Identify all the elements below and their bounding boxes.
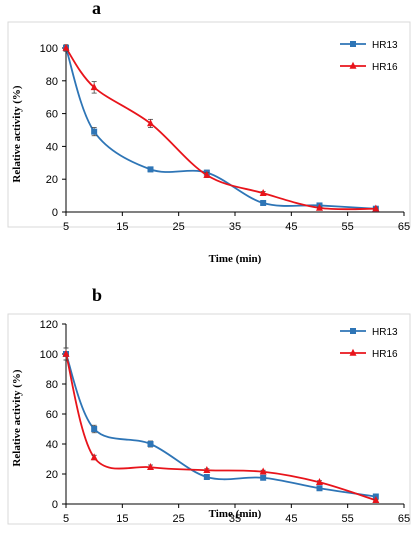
y-tick-label: 60 bbox=[46, 109, 58, 121]
legend-marker bbox=[350, 41, 356, 47]
x-tick-label: 15 bbox=[116, 513, 128, 525]
legend-marker bbox=[350, 328, 356, 334]
y-tick-label: 80 bbox=[46, 76, 58, 88]
chart-a-legend: HR13 HR16 bbox=[340, 40, 398, 73]
y-tick-label: 0 bbox=[52, 499, 58, 511]
data-point-hr16 bbox=[316, 478, 323, 486]
x-tick-label: 35 bbox=[229, 513, 241, 525]
y-tick-label: 20 bbox=[46, 174, 58, 186]
data-point-hr16 bbox=[259, 467, 267, 475]
y-tick-label: 40 bbox=[46, 439, 58, 451]
legend-label-hr16: HR16 bbox=[372, 62, 398, 73]
legend-item-hr16: HR16 bbox=[340, 61, 398, 73]
data-point-hr16 bbox=[259, 188, 267, 196]
legend-item-hr13: HR13 bbox=[340, 327, 398, 338]
data-point-hr13 bbox=[260, 474, 267, 481]
data-point-hr13 bbox=[203, 474, 210, 480]
series-line-hr16 bbox=[65, 47, 376, 211]
data-point-hr16 bbox=[203, 466, 211, 474]
x-tick-label: 5 bbox=[63, 513, 69, 525]
legend-marker bbox=[349, 61, 357, 69]
chart-a-axes: 5 15 25 35 45 55 65 0 20 40 60 80 100 bbox=[40, 43, 410, 233]
data-point-hr13 bbox=[91, 128, 98, 135]
chart-b-y-axis-label: Relative activity (%) bbox=[11, 369, 23, 466]
x-tick-label: 5 bbox=[63, 221, 69, 233]
data-point-hr16 bbox=[62, 349, 70, 357]
y-tick-label: 20 bbox=[46, 469, 58, 481]
x-tick-label: 55 bbox=[342, 513, 354, 525]
data-point-hr16 bbox=[90, 83, 98, 91]
y-tick-label: 40 bbox=[46, 141, 58, 153]
data-point-hr16 bbox=[147, 463, 154, 471]
y-tick-label: 120 bbox=[40, 319, 58, 331]
chart-panel-a: a 5 15 25 35 45 55 65 0 20 40 60 80 100 HR13 HR16 Tim… bbox=[7, 0, 411, 265]
series-line-hr13 bbox=[65, 47, 376, 210]
data-point-hr13 bbox=[147, 166, 154, 173]
chart-a-plot-frame bbox=[7, 21, 411, 228]
y-tick-label: 100 bbox=[40, 349, 58, 361]
x-tick-label: 35 bbox=[229, 221, 241, 233]
legend-marker bbox=[349, 348, 357, 356]
legend-label-hr16: HR16 bbox=[372, 349, 398, 360]
data-point-hr16 bbox=[147, 119, 154, 127]
x-tick-label: 45 bbox=[285, 513, 297, 525]
legend-item-hr16: HR16 bbox=[340, 348, 398, 360]
y-tick-label: 60 bbox=[46, 409, 58, 421]
chart-b-x-axis-label: Time (min) bbox=[209, 508, 262, 520]
chart-b-marks bbox=[62, 347, 380, 504]
series-line-hr13 bbox=[65, 353, 376, 498]
series-line-hr16 bbox=[65, 353, 377, 502]
data-point-hr16 bbox=[316, 203, 323, 211]
legend-label-hr13: HR13 bbox=[372, 327, 398, 338]
chart-a-y-axis-label: Relative activity (%) bbox=[11, 85, 23, 182]
data-point-hr16 bbox=[90, 453, 98, 461]
x-tick-label: 65 bbox=[398, 221, 410, 233]
chart-b-legend: HR13 HR16 bbox=[340, 327, 398, 360]
x-tick-label: 45 bbox=[285, 221, 297, 233]
chart-a-marks bbox=[62, 43, 380, 212]
x-tick-label: 25 bbox=[173, 513, 185, 525]
x-tick-label: 25 bbox=[173, 221, 185, 233]
y-tick-label: 80 bbox=[46, 379, 58, 391]
x-tick-label: 55 bbox=[342, 221, 354, 233]
data-point-hr13 bbox=[147, 441, 154, 447]
data-point-hr13 bbox=[91, 426, 98, 432]
data-point-hr16 bbox=[62, 43, 70, 51]
panel-letter-a: a bbox=[92, 0, 101, 18]
x-tick-label: 65 bbox=[398, 513, 410, 525]
data-point-hr16 bbox=[372, 204, 380, 212]
y-tick-label: 0 bbox=[52, 207, 58, 219]
y-tick-label: 100 bbox=[40, 43, 58, 55]
panel-letter-b: b bbox=[92, 285, 102, 305]
legend-item-hr13: HR13 bbox=[340, 40, 398, 51]
data-point-hr13 bbox=[260, 199, 267, 206]
data-point-hr16 bbox=[203, 170, 211, 178]
chart-a-x-axis-label: Time (min) bbox=[209, 253, 262, 265]
chart-b-plot-frame bbox=[7, 313, 411, 525]
data-point-hr13 bbox=[316, 485, 323, 492]
x-tick-label: 15 bbox=[116, 221, 128, 233]
data-point-hr16 bbox=[372, 496, 380, 504]
legend-label-hr13: HR13 bbox=[372, 40, 398, 51]
